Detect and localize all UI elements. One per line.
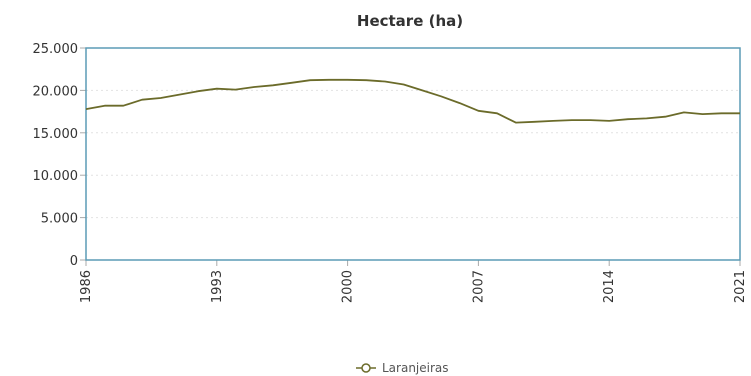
x-tick-label: 2014 (602, 270, 617, 303)
legend-label-laranjeiras: Laranjeiras (382, 361, 449, 375)
y-tick-label: 15.000 (33, 127, 79, 142)
x-tick-label: 2021 (733, 270, 748, 303)
series-line-laranjeiras[interactable] (85, 78, 740, 124)
y-tick-label: 0 (70, 254, 78, 269)
chart-title: Hectare (ha) (357, 12, 463, 30)
plot-area-border (85, 47, 741, 261)
y-tick-label: 5.000 (41, 212, 78, 227)
x-tick-label: 2007 (471, 270, 486, 303)
x-tick-label: 2000 (341, 270, 356, 303)
series (85, 78, 740, 124)
y-tick-label: 10.000 (33, 169, 79, 184)
grid (86, 89, 740, 219)
legend-marker-circle (361, 363, 371, 373)
x-tick-label: 1993 (210, 270, 225, 303)
y-tick-label: 25.000 (33, 42, 79, 57)
legend[interactable]: Laranjeiras (356, 361, 449, 375)
x-tick-label: 1986 (79, 270, 94, 303)
y-tick-label: 20.000 (33, 84, 79, 99)
axes: 0 5.000 10.000 15.000 20.000 25.000 1986 1993 20… (33, 42, 749, 303)
